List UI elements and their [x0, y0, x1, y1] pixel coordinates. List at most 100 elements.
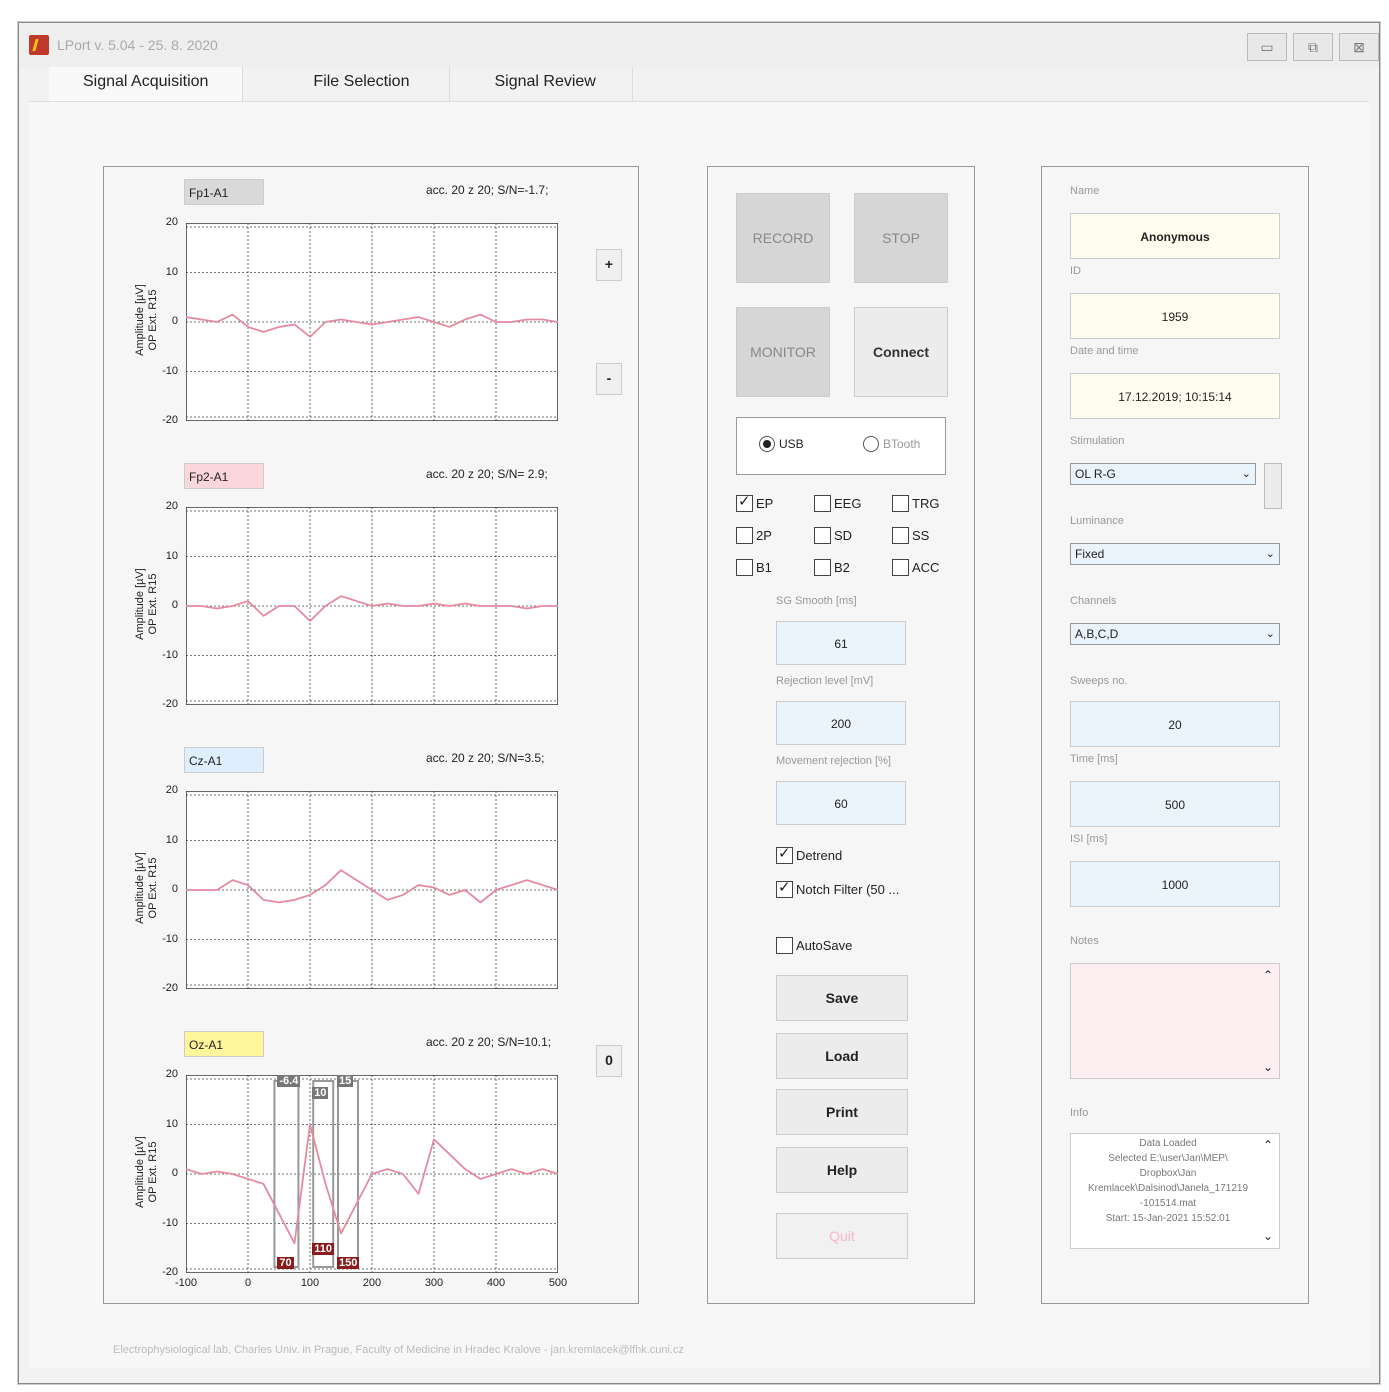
- radio-empty-icon: [863, 436, 879, 452]
- channel-label: Oz-A1: [184, 1031, 264, 1057]
- app-window: LPort v. 5.04 - 25. 8. 2020 ▭ ⧉ ⊠ Signal…: [18, 22, 1380, 1384]
- chevron-down-icon: ⌄: [1241, 468, 1251, 480]
- load-button[interactable]: Load: [776, 1033, 908, 1079]
- rejection-level-field[interactable]: 200: [776, 701, 906, 745]
- date-time-field[interactable]: 17.12.2019; 10:15:14: [1070, 373, 1280, 419]
- x-tick-label: 400: [486, 1277, 506, 1289]
- signal-trace: [186, 869, 558, 904]
- signal-plot[interactable]: [186, 507, 558, 705]
- y-tick-label: -20: [162, 982, 178, 994]
- scroll-down-icon[interactable]: ⌄: [1262, 1229, 1273, 1243]
- peak-amplitude-label: 10: [312, 1087, 329, 1099]
- checkbox-sd[interactable]: SD: [814, 527, 852, 544]
- signal-plot[interactable]: [186, 791, 558, 989]
- plot-svg: [186, 507, 558, 705]
- sg-smooth-label: SG Smooth [ms]: [776, 595, 857, 607]
- checkbox-empty-icon: [892, 495, 909, 512]
- id-label: ID: [1070, 265, 1081, 277]
- sweeps-field[interactable]: 20: [1070, 701, 1280, 747]
- maximize-button[interactable]: ⧉: [1293, 33, 1333, 61]
- luminance-value: Fixed: [1075, 547, 1105, 561]
- x-tick-label: 0: [244, 1277, 252, 1289]
- checkbox-ss[interactable]: SS: [892, 527, 929, 544]
- close-button[interactable]: ⊠: [1339, 33, 1379, 61]
- name-field[interactable]: Anonymous: [1070, 213, 1280, 259]
- checkbox-label: TRG: [912, 496, 940, 511]
- tab-signal-review[interactable]: Signal Review: [450, 67, 633, 101]
- channel-stats: acc. 20 z 20; S/N=10.1;: [426, 1035, 552, 1049]
- movement-rejection-field[interactable]: 60: [776, 781, 906, 825]
- checkbox-ep[interactable]: EP: [736, 492, 773, 512]
- isi-field[interactable]: 1000: [1070, 861, 1280, 907]
- plot-svg: [186, 791, 558, 989]
- autosave-checkbox[interactable]: AutoSave: [776, 937, 852, 954]
- checkbox-eeg[interactable]: EEG: [814, 495, 861, 512]
- print-button[interactable]: Print: [776, 1089, 908, 1135]
- notch-filter-checkbox[interactable]: Notch Filter (50 ...: [776, 878, 899, 898]
- scroll-up-icon[interactable]: ⌃: [1262, 968, 1273, 982]
- luminance-select[interactable]: Fixed ⌄: [1070, 543, 1280, 565]
- checkbox-label: 2P: [756, 528, 772, 543]
- stimulation-value: OL R-G: [1075, 467, 1116, 481]
- info-box: Data Loaded Selected E:\user\Jan\MEP\ Drop…: [1070, 1133, 1280, 1249]
- x-tick-label: 500: [548, 1277, 568, 1289]
- stimulation-select[interactable]: OL R-G ⌄: [1070, 463, 1256, 485]
- isi-label: ISI [ms]: [1070, 833, 1108, 845]
- channels-select[interactable]: A,B,C,D ⌄: [1070, 623, 1280, 645]
- y-tick-label: 0: [171, 1167, 178, 1179]
- y-tick-label: 20: [165, 1068, 178, 1080]
- peak-marker-box[interactable]: [312, 1080, 335, 1268]
- usb-label: USB: [779, 437, 804, 451]
- connect-button[interactable]: Connect: [854, 307, 948, 397]
- usb-radio[interactable]: USB: [759, 436, 804, 452]
- stimulation-side-button[interactable]: [1264, 463, 1282, 509]
- zoom-in-button[interactable]: +: [596, 249, 622, 281]
- checkbox-acc[interactable]: ACC: [892, 559, 939, 576]
- checkbox-checked-icon: [736, 492, 753, 512]
- notes-textarea[interactable]: ⌃ ⌄: [1070, 963, 1280, 1079]
- scroll-down-icon[interactable]: ⌄: [1262, 1060, 1273, 1074]
- checkbox-label: EEG: [834, 496, 862, 511]
- tab-signal-acquisition[interactable]: Signal Acquisition: [49, 67, 244, 101]
- plot-svg: [186, 1075, 558, 1273]
- help-button[interactable]: Help: [776, 1147, 908, 1193]
- connection-radio-group: USB BTooth: [736, 417, 946, 475]
- tab-file-selection[interactable]: File Selection: [243, 67, 451, 101]
- minimize-button[interactable]: ▭: [1247, 33, 1287, 61]
- monitor-button[interactable]: MONITOR: [736, 307, 830, 397]
- time-label: Time [ms]: [1070, 753, 1118, 765]
- peak-latency-label: 150: [337, 1257, 360, 1269]
- detrend-checkbox[interactable]: Detrend: [776, 844, 842, 864]
- info-text: Data Loaded Selected E:\user\Jan\MEP\ Drop…: [1075, 1136, 1261, 1226]
- stop-button[interactable]: STOP: [854, 193, 948, 283]
- record-button[interactable]: RECORD: [736, 193, 830, 283]
- y-tick-label: 20: [165, 216, 178, 228]
- info-line: Data Loaded: [1139, 1138, 1197, 1149]
- peak-amplitude-label: 15: [337, 1075, 354, 1087]
- signal-plot[interactable]: [186, 1075, 558, 1273]
- checkbox-trg[interactable]: TRG: [892, 495, 939, 512]
- window-title: LPort v. 5.04 - 25. 8. 2020: [57, 37, 218, 53]
- btooth-label: BTooth: [883, 437, 921, 451]
- reset-zoom-button[interactable]: 0: [596, 1045, 622, 1077]
- y-tick-label: -20: [162, 414, 178, 426]
- checkbox-empty-icon: [814, 495, 831, 512]
- quit-button[interactable]: Quit: [776, 1213, 908, 1259]
- id-field[interactable]: 1959: [1070, 293, 1280, 339]
- checkbox-2p[interactable]: 2P: [736, 527, 772, 544]
- signal-acquisition-page: Fp1-A1 acc. 20 z 20; S/N=-1.7; Amplitude […: [29, 101, 1369, 1368]
- save-button[interactable]: Save: [776, 975, 908, 1021]
- y-tick-label: 0: [171, 883, 178, 895]
- checkbox-b1[interactable]: B1: [736, 559, 772, 576]
- sg-smooth-field[interactable]: 61: [776, 621, 906, 665]
- time-field[interactable]: 500: [1070, 781, 1280, 827]
- checkbox-label: B2: [834, 560, 850, 575]
- channel-label: Fp1-A1: [184, 179, 264, 205]
- checkbox-empty-icon: [736, 527, 753, 544]
- scroll-up-icon[interactable]: ⌃: [1262, 1138, 1273, 1152]
- signal-plot[interactable]: [186, 223, 558, 421]
- zoom-out-button[interactable]: -: [596, 363, 622, 395]
- info-line: Selected E:\user\Jan\MEP\: [1108, 1153, 1228, 1164]
- checkbox-b2[interactable]: B2: [814, 559, 850, 576]
- btooth-radio[interactable]: BTooth: [863, 436, 920, 452]
